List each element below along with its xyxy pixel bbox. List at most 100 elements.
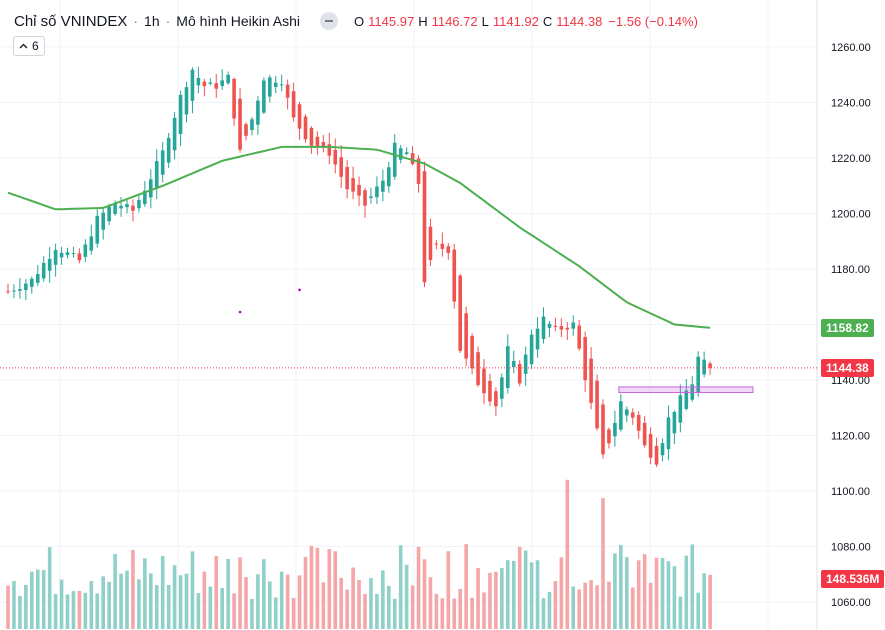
volume-bar bbox=[363, 593, 367, 629]
y-axis-tick-label: 1080.00 bbox=[831, 542, 871, 554]
candle-body bbox=[6, 291, 10, 293]
candle-body bbox=[35, 273, 40, 283]
volume-bar bbox=[101, 576, 105, 629]
volume-bar bbox=[119, 573, 123, 629]
volume-bar bbox=[71, 591, 76, 629]
volume-bar bbox=[65, 594, 70, 629]
volume-bar bbox=[625, 557, 629, 629]
candle-body bbox=[517, 364, 522, 384]
indicators-toggle[interactable]: 6 bbox=[13, 36, 45, 56]
candle-body bbox=[178, 94, 183, 135]
candle-body bbox=[440, 243, 445, 249]
candle-body bbox=[172, 117, 177, 151]
volume-bar bbox=[35, 569, 40, 629]
collapse-legend-button[interactable] bbox=[320, 12, 339, 30]
volume-bar bbox=[41, 569, 46, 629]
candle-body bbox=[452, 249, 457, 302]
volume-bar bbox=[166, 584, 171, 629]
volume-bar bbox=[696, 592, 700, 629]
volume-bar bbox=[416, 546, 421, 629]
candle-body bbox=[529, 334, 534, 365]
volume-bar bbox=[666, 561, 671, 629]
candle-body bbox=[250, 119, 254, 131]
symbol-title[interactable]: Chỉ số VNINDEX bbox=[14, 12, 128, 30]
volume-bar bbox=[660, 557, 665, 629]
minus-icon bbox=[325, 20, 334, 22]
volume-bar bbox=[83, 592, 88, 629]
candle-body bbox=[345, 167, 349, 190]
candle-body bbox=[256, 100, 260, 125]
volume-bar bbox=[24, 584, 28, 629]
candle-body bbox=[214, 83, 219, 89]
open-value: 1145.97 bbox=[368, 13, 415, 29]
volume-bar bbox=[268, 581, 272, 629]
candle-body bbox=[47, 258, 52, 271]
candle-body bbox=[77, 253, 82, 261]
candle-body bbox=[398, 148, 403, 160]
candle-body bbox=[18, 289, 22, 291]
candle-body bbox=[464, 313, 468, 359]
candle-body bbox=[553, 325, 558, 327]
chart-style-label[interactable]: Mô hình Heikin Ashi bbox=[176, 13, 301, 29]
candle-body bbox=[541, 316, 546, 340]
candle-body bbox=[381, 180, 385, 192]
volume-bar bbox=[160, 556, 165, 629]
candle-body bbox=[351, 178, 355, 192]
y-axis-tick-label: 1220.00 bbox=[831, 153, 871, 165]
volume-bar bbox=[387, 585, 391, 629]
candle-body bbox=[648, 434, 653, 458]
ma-price-label: 1158.82 bbox=[821, 318, 874, 337]
volume-bar bbox=[511, 560, 516, 629]
candle-body bbox=[303, 116, 308, 140]
candle-body bbox=[315, 136, 320, 148]
candle-body bbox=[535, 328, 540, 350]
volume-bar bbox=[238, 557, 242, 629]
candle-body bbox=[59, 252, 64, 258]
volume-bar bbox=[30, 571, 34, 629]
volume-bar bbox=[262, 559, 266, 629]
low-value: 1141.92 bbox=[492, 13, 539, 29]
volume-bar bbox=[137, 579, 141, 629]
candle-body bbox=[577, 325, 581, 349]
volume-label: 148.536M bbox=[821, 570, 885, 588]
volume-bar bbox=[125, 570, 129, 629]
volume-bar bbox=[18, 595, 22, 629]
volume-bar bbox=[6, 585, 10, 629]
candle-body bbox=[666, 417, 671, 450]
candle-body bbox=[279, 84, 284, 86]
interval-label[interactable]: 1h bbox=[144, 13, 160, 29]
candle-body bbox=[208, 82, 213, 84]
candle-body bbox=[583, 337, 587, 381]
volume-bar bbox=[642, 554, 647, 629]
candle-body bbox=[160, 150, 165, 175]
volume-bar bbox=[398, 545, 403, 629]
candle-body bbox=[672, 411, 677, 434]
volume-bar bbox=[208, 586, 213, 629]
volume-bar bbox=[285, 574, 290, 629]
candle-body bbox=[589, 358, 593, 403]
candle-body bbox=[196, 77, 201, 86]
candle-body bbox=[523, 354, 528, 374]
volume-bar bbox=[149, 573, 153, 629]
candle-body bbox=[494, 391, 498, 407]
volume-bar bbox=[351, 567, 355, 629]
candle-body bbox=[71, 253, 76, 255]
candle-body bbox=[660, 443, 665, 456]
candle-body bbox=[273, 82, 278, 87]
candle-body bbox=[83, 244, 88, 257]
close-label: C bbox=[542, 13, 553, 29]
volume-bar bbox=[220, 587, 224, 629]
volume-bar bbox=[273, 597, 278, 629]
volume-bar bbox=[244, 577, 248, 629]
volume-bar bbox=[535, 560, 540, 629]
volume-bar bbox=[333, 551, 338, 629]
candle-body bbox=[220, 80, 224, 86]
candle-body bbox=[654, 445, 659, 465]
volume-bar bbox=[375, 594, 379, 629]
candle-body bbox=[357, 184, 361, 196]
chart-marker bbox=[238, 310, 242, 314]
candle-body bbox=[65, 252, 70, 256]
candle-body bbox=[375, 186, 379, 198]
candle-body bbox=[297, 104, 302, 129]
